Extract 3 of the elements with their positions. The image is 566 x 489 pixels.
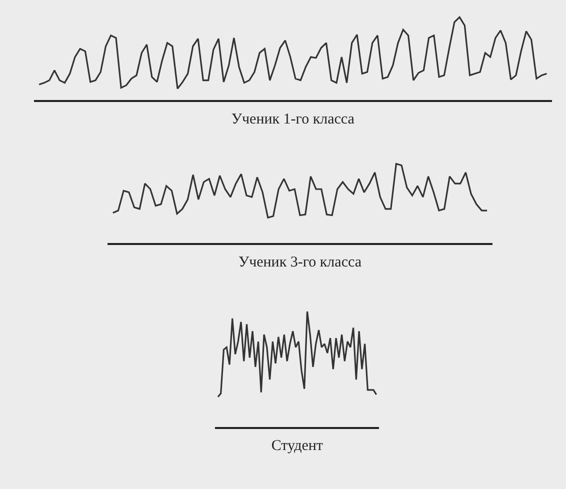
x-axis-title: Студент — [271, 438, 324, 454]
x-axis-title: Ученик 1-го класса — [231, 112, 355, 128]
x-axis-title: Ученик 3-го класса — [238, 254, 362, 270]
